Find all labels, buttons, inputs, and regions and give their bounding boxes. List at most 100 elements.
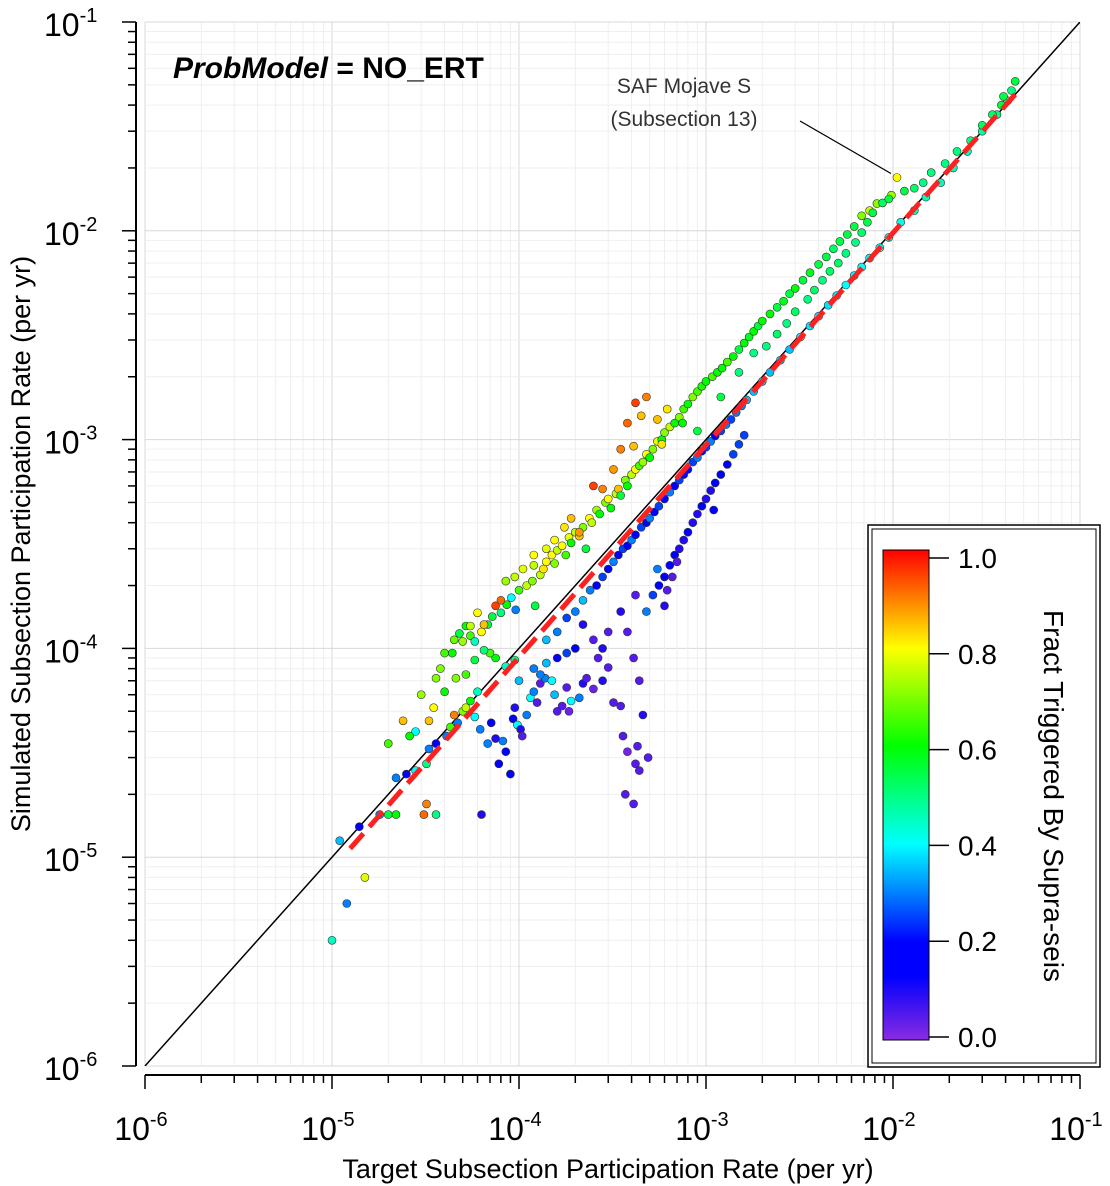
data-point <box>606 503 616 513</box>
y-tick-label-exp: -4 <box>80 631 98 653</box>
data-point <box>833 258 843 268</box>
data-point <box>728 352 738 361</box>
data-point <box>678 418 687 428</box>
x-tick-labels: 10-6 10-5 10-4 10-3 10-2 10-1 <box>114 1109 1102 1147</box>
data-point <box>360 873 370 882</box>
data-point <box>405 731 414 741</box>
data-point <box>506 593 516 603</box>
colorbar-tick-label: 1.0 <box>958 543 997 574</box>
data-point <box>593 653 603 663</box>
colorbar-tick-label: 0.0 <box>958 1022 997 1053</box>
y-axis-title: Simulated Subsection Participation Rate … <box>6 256 36 832</box>
y-tick-label: 10-4 <box>44 631 97 669</box>
data-point <box>529 560 539 570</box>
data-point <box>638 710 648 720</box>
y-tick-label: 10-2 <box>44 214 97 252</box>
data-point <box>424 716 434 726</box>
data-point <box>541 544 551 554</box>
data-point <box>918 178 928 187</box>
data-point <box>648 590 658 600</box>
y-tick-label-exp: -6 <box>80 1049 98 1071</box>
data-point <box>506 769 515 779</box>
data-point <box>510 703 520 713</box>
data-point <box>798 275 808 285</box>
data-point <box>803 294 813 304</box>
data-point <box>616 444 626 454</box>
data-point <box>466 696 475 706</box>
colorbar-tick-label: 0.8 <box>958 639 997 670</box>
data-point <box>878 198 887 208</box>
data-point <box>772 302 782 312</box>
data-point <box>616 607 626 616</box>
annotation: SAF Mojave S (Subsection 13) <box>610 75 892 175</box>
data-point <box>716 470 726 479</box>
data-point <box>842 230 852 239</box>
x-tick-label: 10-4 <box>488 1109 541 1147</box>
data-point <box>765 367 775 377</box>
data-point <box>514 676 524 686</box>
data-point <box>578 595 588 605</box>
data-point <box>603 627 613 637</box>
x-tick-label: 10-3 <box>675 1109 728 1147</box>
data-point <box>570 644 580 653</box>
data-point <box>629 799 638 809</box>
x-tick-label-base: 10 <box>675 1111 711 1147</box>
data-point <box>623 541 632 551</box>
data-point <box>851 238 860 247</box>
data-point <box>683 527 693 537</box>
data-point <box>498 736 508 746</box>
data-point <box>451 673 461 683</box>
data-point <box>814 260 823 269</box>
data-point <box>562 613 572 623</box>
data-point <box>470 712 480 722</box>
colorbar-gradient <box>882 549 930 1041</box>
data-point <box>436 664 445 673</box>
data-point <box>429 703 439 713</box>
data-point <box>900 186 909 196</box>
data-point <box>532 698 542 707</box>
data-point <box>491 601 500 611</box>
data-point <box>825 266 835 276</box>
data-point <box>650 507 659 517</box>
data-point <box>479 645 489 655</box>
data-point <box>739 430 749 440</box>
data-point <box>654 501 664 511</box>
data-point <box>598 572 607 582</box>
colorbar-frame-inner <box>871 528 1097 1064</box>
data-point <box>511 605 521 615</box>
data-point <box>327 935 337 945</box>
x-tick-label: 10-2 <box>862 1109 915 1147</box>
data-point <box>757 316 767 326</box>
data-point <box>688 518 698 528</box>
x-tick-label: 10-1 <box>1049 1109 1102 1147</box>
y-tick-label-exp: -2 <box>80 214 98 236</box>
x-tick-label-base: 10 <box>1049 1111 1085 1147</box>
data-point <box>616 491 626 500</box>
data-point <box>841 249 851 258</box>
data-point <box>1010 77 1020 86</box>
data-point <box>470 637 480 646</box>
data-point <box>623 418 632 428</box>
colorbar-tick-label: 0.2 <box>958 926 997 957</box>
data-point <box>779 296 788 306</box>
data-point <box>662 585 672 595</box>
data-point <box>470 655 480 665</box>
data-point <box>529 687 539 697</box>
data-point <box>829 244 838 254</box>
data-point <box>598 676 607 686</box>
data-point <box>849 222 859 231</box>
data-point <box>629 441 638 451</box>
data-point <box>335 836 345 846</box>
data-point <box>458 637 468 646</box>
data-point <box>616 701 626 711</box>
data-point <box>529 550 539 560</box>
data-point <box>717 363 727 373</box>
data-point <box>701 377 711 386</box>
data-point <box>539 564 548 574</box>
prob-model-value: = NO_ERT <box>328 52 484 85</box>
data-point <box>522 710 532 720</box>
y-tick-label-exp: -1 <box>80 5 98 27</box>
data-point <box>765 309 775 319</box>
data-point <box>805 268 815 278</box>
